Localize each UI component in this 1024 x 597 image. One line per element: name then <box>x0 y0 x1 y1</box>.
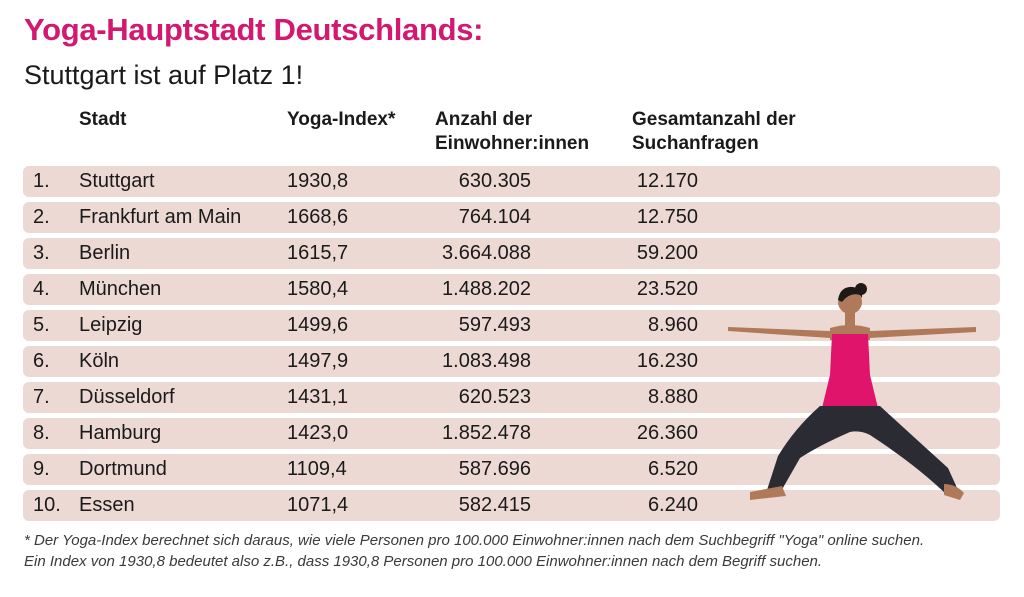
rank-cell: 1. <box>33 170 50 192</box>
index-cell: 1431,1 <box>287 386 349 408</box>
yoga-foot-right <box>944 484 964 500</box>
rank-cell: 10. <box>33 494 61 516</box>
page-subtitle: Stuttgart ist auf Platz 1! <box>24 60 304 90</box>
population-cell: 3.664.088 <box>442 242 531 264</box>
yoga-hair-bun <box>855 283 867 295</box>
table-row: 10. Essen 1071,4 582.415 6.240 <box>23 490 1000 521</box>
city-cell: München <box>79 278 162 300</box>
yoga-top <box>822 334 878 408</box>
yoga-foot-left <box>750 486 786 500</box>
yoga-arm-left <box>728 327 830 338</box>
header-index: Yoga-Index* <box>287 109 396 130</box>
table-row: 2. Frankfurt am Main 1668,6 764.104 12.750 <box>23 202 1000 233</box>
city-cell: Stuttgart <box>79 170 155 192</box>
table-row: 1. Stuttgart 1930,8 630.305 12.170 <box>23 166 1000 197</box>
rank-cell: 9. <box>33 458 50 480</box>
yoga-woman-illustration <box>728 283 976 500</box>
searches-cell: 8.880 <box>647 386 698 408</box>
searches-cell: 59.200 <box>636 242 698 264</box>
city-cell: Leipzig <box>79 314 143 336</box>
yoga-arm-right <box>870 327 976 338</box>
page-title: Yoga-Hauptstadt Deutschlands: <box>24 12 484 47</box>
population-cell: 620.523 <box>458 386 531 408</box>
searches-cell: 12.750 <box>636 206 698 228</box>
index-cell: 1423,0 <box>287 422 349 444</box>
population-cell: 1.488.202 <box>442 278 531 300</box>
searches-cell: 26.360 <box>636 422 698 444</box>
header-city: Stadt <box>79 109 127 130</box>
yoga-pants <box>767 406 958 494</box>
city-cell: Dortmund <box>79 458 167 480</box>
city-cell: Hamburg <box>79 422 162 444</box>
header-searches: Gesamtanzahl der Suchanfragen <box>632 109 796 154</box>
population-cell: 1.083.498 <box>442 350 531 372</box>
searches-cell: 23.520 <box>636 278 698 300</box>
city-cell: Köln <box>79 350 120 372</box>
index-cell: 1580,4 <box>287 278 349 300</box>
city-cell: Düsseldorf <box>79 386 175 408</box>
index-cell: 1668,6 <box>287 206 349 228</box>
rank-cell: 6. <box>33 350 50 372</box>
index-cell: 1497,9 <box>287 350 349 372</box>
table-row: 9. Dortmund 1109,4 587.696 6.520 <box>23 454 1000 485</box>
population-cell: 764.104 <box>458 206 531 228</box>
header-population: Anzahl der Einwohner:innen <box>435 109 590 154</box>
searches-cell: 16.230 <box>636 350 698 372</box>
footnote: * Der Yoga-Index berechnet sich daraus, … <box>24 532 925 570</box>
index-cell: 1499,6 <box>287 314 349 336</box>
index-cell: 1930,8 <box>287 170 349 192</box>
rank-cell: 2. <box>33 206 50 228</box>
searches-cell: 6.240 <box>647 494 698 516</box>
searches-cell: 8.960 <box>647 314 698 336</box>
index-cell: 1071,4 <box>287 494 349 516</box>
rank-cell: 7. <box>33 386 50 408</box>
population-cell: 1.852.478 <box>442 422 531 444</box>
population-cell: 587.696 <box>458 458 531 480</box>
population-cell: 630.305 <box>458 170 531 192</box>
index-cell: 1615,7 <box>287 242 349 264</box>
table-row: 3. Berlin 1615,7 3.664.088 59.200 <box>23 238 1000 269</box>
city-cell: Berlin <box>79 242 131 264</box>
city-cell: Frankfurt am Main <box>79 206 242 228</box>
yoga-neck <box>845 313 855 327</box>
population-cell: 597.493 <box>458 314 531 336</box>
rank-cell: 5. <box>33 314 50 336</box>
city-cell: Essen <box>79 494 135 516</box>
rank-cell: 8. <box>33 422 50 444</box>
index-cell: 1109,4 <box>287 458 347 480</box>
population-cell: 582.415 <box>458 494 531 516</box>
rank-cell: 3. <box>33 242 50 264</box>
table-row: 4. München 1580,4 1.488.202 23.520 <box>23 274 1000 305</box>
searches-cell: 12.170 <box>636 170 698 192</box>
rank-cell: 4. <box>33 278 50 300</box>
searches-cell: 6.520 <box>647 458 698 480</box>
